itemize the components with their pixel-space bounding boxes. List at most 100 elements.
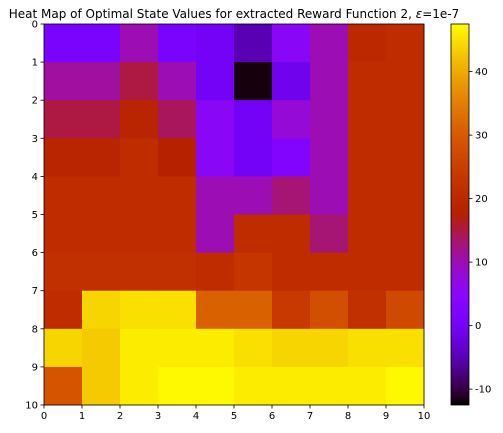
heatmap-cell [310,62,349,101]
heatmap-cell [44,290,83,330]
y-tick-label: 1 [32,58,38,69]
x-tick-label: 7 [307,411,313,422]
heatmap-cell [120,24,159,63]
x-tick-label: 4 [193,411,199,422]
heatmap-cell [196,328,235,368]
heatmap-cell [196,24,235,63]
heatmap-cell [310,214,349,253]
heatmap-cell [348,366,387,406]
heatmap-cell [310,176,349,215]
heatmap-cell [158,290,197,330]
y-tick-label: 8 [32,324,38,335]
heatmap-cell [272,24,311,63]
heatmap-cell [120,176,159,215]
heatmap-cell [272,328,311,368]
heatmap-cell [158,24,197,63]
heatmap-cell [158,100,197,139]
heatmap-cell [82,214,121,253]
x-tick-label: 5 [231,411,237,422]
heatmap-cell [234,214,273,253]
heatmap-cell [120,328,159,368]
x-tick-label: 8 [345,411,351,422]
heatmap-cell [234,328,273,368]
heatmap-cell [348,138,387,177]
heatmap-cell [196,62,235,101]
heatmap-cell [386,62,425,101]
heatmap-cell [310,24,349,63]
heatmap-cell [386,290,425,330]
y-tick-label: 2 [32,96,38,107]
heatmap-cell [386,138,425,177]
colorbar-tick-label: -10 [475,385,491,396]
heatmap-cell [348,24,387,63]
heatmap-cell [234,100,273,139]
chart-title: Heat Map of Optimal State Values for ext… [9,7,460,21]
heatmap-cell [196,100,235,139]
heatmap-cell [348,290,387,330]
y-tick-label: 10 [25,401,38,412]
heatmap-cell [196,366,235,406]
heatmap-cell [272,366,311,406]
heatmap-cell [120,214,159,253]
heatmap-cell [158,328,197,368]
heatmap-cell [82,176,121,215]
colorbar-tick-label: 10 [475,258,488,269]
heatmap-cell [348,62,387,101]
x-axis: 0 1 2 3 4 5 6 7 8 9 10 [41,405,430,422]
heatmap-cell [234,24,273,63]
heatmap-cell [158,62,197,101]
y-tick-label: 9 [32,362,38,373]
colorbar-tick-label: 40 [475,67,488,78]
heatmap-cell [272,290,311,330]
heatmap-cell [82,62,121,101]
heatmap-cell [82,328,121,368]
y-tick-label: 4 [32,172,38,183]
colorbar-tick-label: 20 [475,194,488,205]
heatmap-cell [44,328,83,368]
heatmap-cell [310,328,349,368]
heatmap-cell [234,62,273,101]
heatmap-cell [310,100,349,139]
heatmap-cell [120,252,159,292]
heatmap-cell [82,100,121,139]
y-tick-label: 7 [32,286,38,297]
heatmap-cell [158,138,197,177]
heatmap-cell [386,252,425,292]
heatmap-cell [272,214,311,253]
heatmap-cell [44,366,83,406]
heatmap-cell [82,290,121,330]
y-tick-label: 3 [32,134,38,145]
heatmap-cell [386,328,425,368]
heatmap-cell [196,176,235,215]
heatmap-cell [196,252,235,292]
heatmap-cell [120,138,159,177]
y-tick-label: 5 [32,210,38,221]
heatmap-cell [348,328,387,368]
heatmap-cell [234,252,273,292]
heatmap-cell [310,290,349,330]
heatmap-cell [158,214,197,253]
y-axis: 0 1 2 3 4 5 6 7 8 9 10 [25,20,44,412]
colorbar-tick-label: 0 [475,321,481,332]
heatmap-cell [44,62,83,101]
heatmap-cell [120,290,159,330]
y-tick-label: 0 [32,20,38,31]
colorbar: -10 0 10 20 30 40 [450,23,491,406]
heatmap-cell [234,290,273,330]
colorbar-tick-label: 30 [475,131,488,142]
heatmap-cell [348,176,387,215]
heatmap-cell [82,366,121,406]
heatmap-cell [386,176,425,215]
heatmap-cell [310,138,349,177]
colorbar-ticks: -10 0 10 20 30 40 [469,67,491,396]
x-tick-label: 3 [155,411,161,422]
heatmap-cell [386,100,425,139]
heatmap-cells [44,24,425,406]
heatmap-cell [272,176,311,215]
heatmap-cell [196,214,235,253]
heatmap-cell [272,62,311,101]
heatmap-cell [272,138,311,177]
heatmap-cell [234,176,273,215]
x-tick-label: 9 [383,411,389,422]
heatmap-cell [234,366,273,406]
